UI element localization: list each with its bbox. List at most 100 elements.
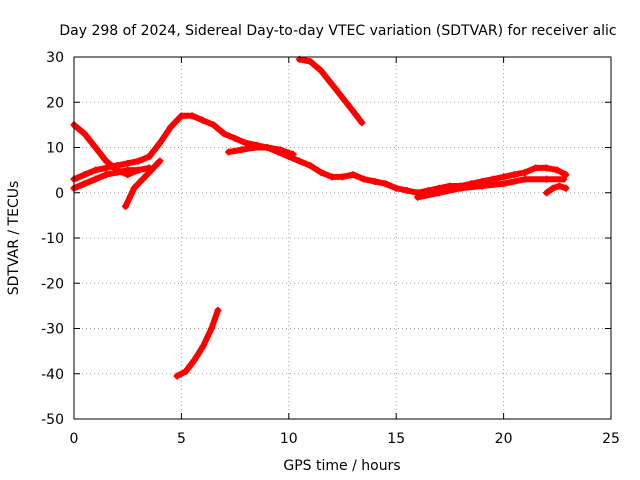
x-tick-label: 25	[602, 431, 620, 447]
data-point	[392, 184, 400, 192]
x-tick-label: 20	[495, 431, 513, 447]
y-tick-label: -20	[41, 276, 64, 292]
y-tick-label: 20	[46, 95, 64, 111]
x-tick-label: 15	[387, 431, 405, 447]
data-point	[139, 175, 147, 183]
data-point	[81, 180, 89, 188]
data-point	[562, 171, 570, 179]
x-tick-label: 5	[177, 431, 186, 447]
data-point	[113, 168, 121, 176]
data-point	[549, 184, 557, 192]
data-point	[199, 343, 207, 351]
data-point	[328, 173, 336, 181]
data-point	[457, 184, 465, 192]
data-point	[91, 166, 99, 174]
data-point	[339, 173, 346, 181]
data-point	[134, 157, 142, 165]
data-point	[543, 175, 551, 183]
data-point	[102, 164, 110, 172]
series-late-lower-band	[414, 175, 568, 201]
series-line	[414, 176, 567, 201]
data-point	[414, 193, 422, 201]
data-point	[562, 184, 570, 192]
data-point	[81, 130, 89, 138]
data-point	[317, 67, 325, 75]
series-mid-band	[225, 144, 297, 158]
data-point	[225, 148, 233, 156]
data-point	[91, 144, 99, 151]
data-point	[207, 325, 215, 332]
data-point	[543, 189, 551, 197]
data-point	[349, 107, 357, 115]
x-tick-label: 10	[280, 431, 298, 447]
data-point	[231, 134, 239, 142]
data-point	[306, 162, 314, 170]
data-point	[156, 157, 164, 165]
data-point	[263, 144, 271, 151]
series-line	[543, 183, 569, 196]
data-point	[532, 164, 540, 172]
data-point	[190, 356, 198, 364]
y-tick-label: -50	[41, 412, 64, 428]
data-series	[70, 55, 570, 380]
data-point	[167, 123, 175, 131]
data-point	[435, 189, 443, 197]
data-point	[289, 150, 297, 158]
data-point	[102, 157, 110, 165]
data-point	[124, 166, 132, 174]
y-tick-label: -10	[41, 231, 64, 247]
y-tick-label: 10	[46, 141, 64, 157]
data-point	[543, 164, 551, 172]
series-early-rising-arc	[122, 157, 164, 210]
data-point	[134, 166, 142, 174]
data-point	[177, 112, 185, 120]
data-point	[306, 58, 314, 66]
data-point	[500, 173, 508, 181]
series-lower-band	[70, 164, 153, 192]
data-point	[489, 175, 497, 183]
data-point	[242, 139, 250, 147]
series-late-short-arc	[543, 182, 570, 197]
chart-title: Day 298 of 2024, Sidereal Day-to-day VTE…	[59, 23, 616, 39]
y-tick-label: 30	[46, 50, 64, 66]
data-point	[130, 184, 138, 192]
series-main-trace	[70, 112, 570, 197]
data-point	[156, 139, 164, 147]
y-tick-label: -30	[41, 322, 64, 338]
data-point	[360, 175, 368, 183]
data-point	[124, 159, 132, 167]
data-point	[188, 112, 196, 120]
y-tick-label: 0	[55, 186, 64, 202]
data-point	[250, 144, 258, 151]
data-point	[328, 80, 336, 88]
data-point	[145, 153, 153, 161]
y-tick-label: -40	[41, 367, 64, 383]
data-point	[403, 186, 411, 194]
series-upper-arc	[296, 55, 366, 127]
data-point	[81, 171, 89, 179]
data-point	[102, 171, 110, 179]
data-point	[145, 164, 153, 172]
data-point	[555, 182, 563, 190]
data-point	[339, 94, 346, 102]
data-point	[521, 175, 529, 183]
data-point	[199, 116, 207, 124]
data-point	[296, 157, 304, 165]
series-negative-arc	[173, 306, 222, 380]
data-point	[210, 121, 218, 129]
data-point	[122, 202, 130, 210]
data-point	[220, 130, 228, 138]
x-axis-label: GPS time / hours	[283, 458, 400, 474]
data-point	[358, 119, 366, 127]
axis-ticks: 0 5 10 15 20 25 -50 -40 -30 -20 -10 0 10 20 30	[41, 50, 620, 447]
data-point	[521, 168, 529, 176]
data-point	[371, 177, 379, 185]
x-tick-label: 0	[70, 431, 79, 447]
data-point	[478, 182, 486, 190]
data-point	[238, 146, 246, 154]
data-point	[182, 367, 190, 375]
data-point	[500, 180, 508, 188]
data-point	[317, 168, 325, 176]
